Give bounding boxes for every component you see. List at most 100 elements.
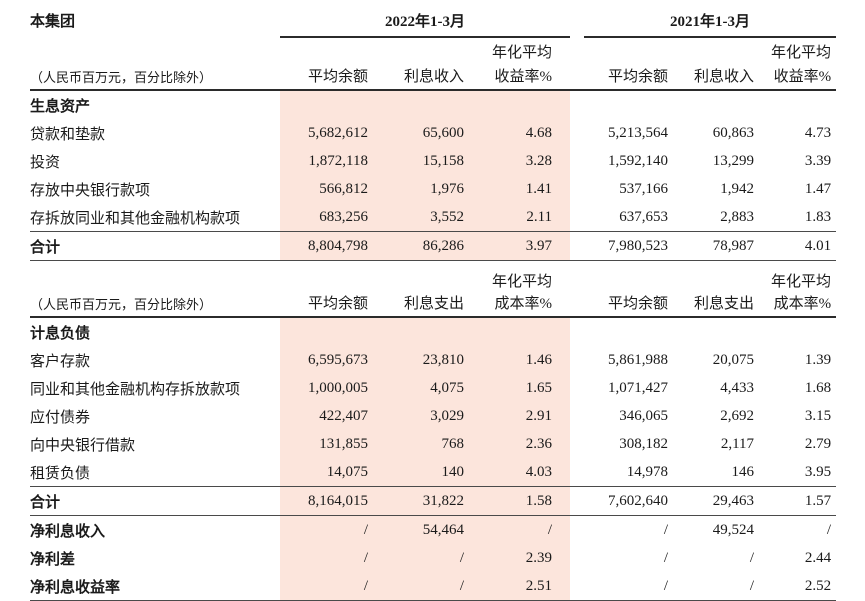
value-cell: 3,029	[370, 402, 466, 430]
table-row: 存拆放同业和其他金融机构款项 683,256 3,552 2.11 637,65…	[30, 203, 837, 232]
empty-cell	[280, 37, 370, 62]
value-cell: /	[826, 521, 832, 538]
column-gap	[570, 119, 584, 147]
value-cell: 6,595,673	[280, 346, 370, 374]
value-cell: 3.97	[466, 231, 571, 261]
row-label: 净利差	[30, 551, 76, 568]
table-row: 年化平均 年化平均	[30, 269, 836, 291]
value-cell: 60,863	[712, 124, 755, 141]
row-label: 投资	[30, 154, 61, 171]
table-row-summary: 净利息收益率 / / 2.51 / / 2.52	[30, 572, 837, 601]
column-gap	[570, 346, 584, 374]
empty-cell	[584, 37, 670, 62]
row-label: 应付债券	[30, 409, 91, 426]
value-cell: 2.51	[466, 572, 571, 601]
table-row: 投资 1,872,118 15,158 3.28 1,592,140 13,29…	[30, 147, 836, 175]
empty-cell	[670, 317, 756, 346]
row-label: 净利息收益率	[30, 572, 280, 601]
value-cell: 2.91	[466, 402, 571, 430]
row-label: 存拆放同业和其他金融机构款项	[30, 203, 280, 232]
row-label: 向中央银行借款	[30, 437, 136, 454]
row-label: 同业和其他金融机构存拆放款项	[30, 381, 241, 398]
value-cell: 7,980,523	[584, 231, 671, 261]
value-cell: 1.58	[466, 486, 571, 516]
value-cell: 1.47	[804, 180, 832, 197]
row-label: 客户存款	[30, 353, 91, 370]
value-cell: 1,000,005	[280, 374, 370, 402]
value-cell: 537,166	[619, 180, 669, 197]
value-cell: /	[663, 549, 669, 566]
empty-cell	[370, 317, 466, 346]
row-label: 租赁负债	[30, 458, 280, 487]
value-cell: 1,872,118	[280, 147, 370, 175]
column-gap	[570, 374, 584, 402]
period-2021-header: 2021年1-3月	[584, 8, 837, 38]
table-caption: 本集团	[30, 14, 76, 30]
column-gap	[570, 8, 584, 37]
empty-cell	[280, 90, 370, 119]
column-gap	[570, 317, 584, 346]
value-cell: 1.41	[466, 175, 571, 203]
column-gap	[570, 203, 585, 232]
empty-cell	[466, 90, 571, 119]
column-header-annualized-2022: 年化平均	[492, 45, 553, 61]
value-cell: 8,164,015	[280, 486, 370, 516]
section-title-assets: 生息资产	[30, 98, 91, 115]
table-row: （人民币百万元，百分比除外） 平均余额 利息支出 成本率% 平均余额 利息支出 …	[30, 291, 837, 318]
table-row: 计息负债	[30, 317, 836, 346]
empty-cell	[670, 269, 756, 291]
value-cell: 2.39	[466, 544, 571, 572]
value-cell: 4.03	[466, 458, 571, 487]
row-label: 存放中央银行款项	[30, 182, 151, 199]
table-row: 应付债券 422,407 3,029 2.91 346,065 2,692 3.…	[30, 402, 836, 430]
value-cell: 2.79	[804, 435, 832, 452]
column-gap	[570, 90, 584, 119]
column-gap	[570, 147, 584, 175]
value-cell: 4,433	[720, 379, 755, 396]
column-header-cost-rate-2021: 成本率%	[756, 291, 837, 318]
column-gap	[570, 231, 585, 261]
empty-cell	[280, 317, 370, 346]
value-cell: /	[466, 515, 571, 544]
value-cell: /	[370, 572, 466, 601]
empty-cell	[584, 317, 670, 346]
value-cell: 637,653	[584, 203, 671, 232]
value-cell: /	[670, 572, 757, 601]
value-cell: 2.36	[466, 430, 571, 458]
value-cell: 14,978	[584, 458, 671, 487]
value-cell: /	[280, 544, 370, 572]
value-cell: 8,804,798	[280, 231, 370, 261]
value-cell: 4.01	[756, 231, 837, 261]
value-cell: 1.83	[756, 203, 837, 232]
value-cell: 566,812	[280, 175, 370, 203]
period-2022-header: 2022年1-3月	[280, 8, 571, 38]
table-row: 客户存款 6,595,673 23,810 1.46 5,861,988 20,…	[30, 346, 836, 374]
empty-cell	[30, 37, 280, 62]
table-row: 生息资产	[30, 90, 836, 119]
value-cell: 3.28	[466, 147, 571, 175]
column-gap	[570, 544, 584, 572]
value-cell: 683,256	[280, 203, 370, 232]
total-label: 合计	[30, 231, 280, 261]
table-row: 存放中央银行款项 566,812 1,976 1.41 537,166 1,94…	[30, 175, 836, 203]
column-gap	[570, 516, 584, 545]
table-row: 同业和其他金融机构存拆放款项 1,000,005 4,075 1.65 1,07…	[30, 374, 836, 402]
column-header-avg-balance-2022: 平均余额	[280, 291, 370, 318]
value-cell: 2.44	[804, 549, 832, 566]
column-gap	[570, 458, 585, 487]
value-cell: 422,407	[280, 402, 370, 430]
value-cell: 54,464	[370, 515, 466, 544]
value-cell: 5,213,564	[608, 124, 669, 141]
empty-cell	[756, 317, 836, 346]
value-cell: 7,602,640	[584, 486, 671, 516]
value-cell: 4,075	[370, 374, 466, 402]
value-cell: /	[749, 549, 755, 566]
value-cell: 2.52	[756, 572, 837, 601]
table-row: 年化平均 年化平均	[30, 37, 836, 62]
table-row: 租赁负债 14,075 140 4.03 14,978 146 3.95	[30, 458, 837, 487]
table-row-summary: 净利息收入 / 54,464 / / 49,524 /	[30, 515, 836, 545]
empty-cell	[370, 269, 466, 291]
value-cell: 20,075	[712, 351, 755, 368]
column-header-annualized-2021: 年化平均	[771, 45, 832, 61]
